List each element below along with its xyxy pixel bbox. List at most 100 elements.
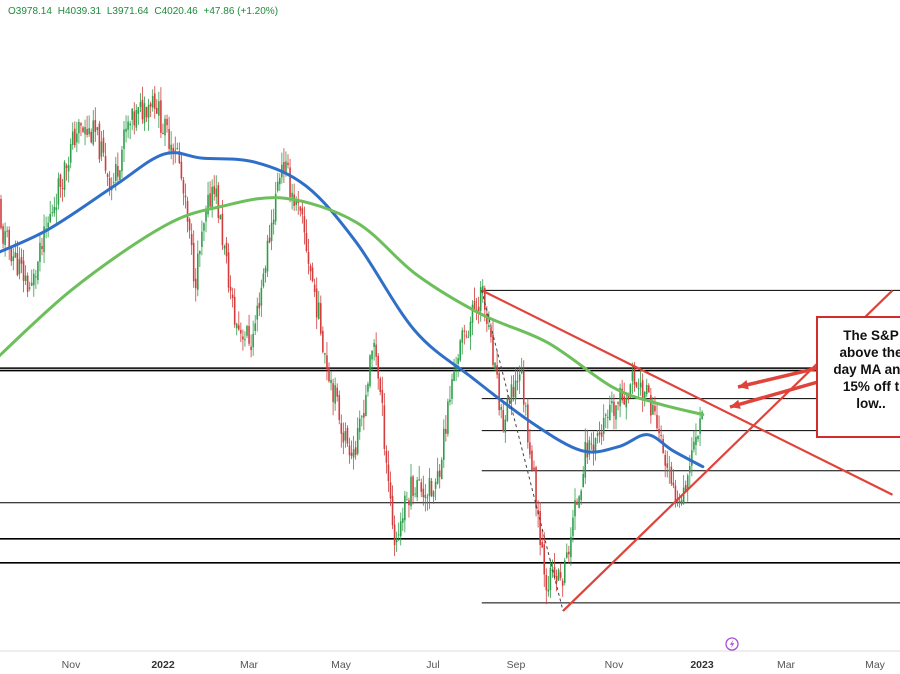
candle	[137, 106, 140, 125]
moving-averages	[0, 151, 705, 469]
candle	[399, 512, 402, 546]
moving-average-line	[0, 151, 705, 469]
candle	[660, 425, 662, 440]
candle	[39, 233, 41, 272]
candle	[522, 360, 525, 413]
low-value: L3971.64	[106, 6, 149, 17]
candle	[20, 248, 23, 274]
candle	[221, 199, 224, 251]
candle	[47, 216, 49, 238]
candle	[63, 160, 66, 198]
candle	[356, 417, 359, 456]
candle	[158, 91, 160, 128]
candle	[664, 450, 666, 478]
candle	[192, 230, 195, 288]
candle	[438, 464, 441, 489]
candle	[55, 193, 58, 223]
candle	[129, 120, 131, 140]
candle	[520, 357, 523, 375]
candle	[279, 173, 281, 191]
candle	[635, 381, 638, 389]
candle	[203, 222, 205, 241]
candle	[684, 480, 687, 492]
candle	[354, 440, 357, 460]
candle	[334, 377, 336, 411]
candle	[611, 391, 613, 413]
candle	[512, 374, 515, 402]
candle	[254, 315, 256, 335]
candle	[350, 440, 353, 460]
candle	[299, 206, 302, 217]
candle	[607, 409, 609, 429]
candle	[549, 559, 552, 598]
candle	[74, 121, 76, 148]
candle	[301, 202, 304, 224]
candle	[18, 247, 21, 280]
candle	[568, 545, 570, 564]
candle	[379, 376, 382, 396]
candle	[127, 115, 129, 139]
candle	[604, 412, 607, 429]
candle	[582, 466, 584, 488]
x-tick-label: Mar	[777, 659, 796, 671]
candle	[391, 485, 394, 530]
candle	[678, 493, 681, 508]
candle	[432, 490, 435, 504]
candle	[461, 327, 464, 355]
candle	[420, 478, 423, 498]
candle	[287, 154, 289, 169]
candle	[541, 529, 543, 549]
candle	[180, 154, 183, 181]
candle	[106, 172, 109, 186]
candle	[201, 220, 203, 256]
annotation-callout: The S&P above the day MA and 15% off t l…	[816, 316, 900, 438]
dashed-swing-line	[481, 290, 564, 612]
candle	[365, 384, 367, 417]
candle	[188, 217, 191, 239]
candle	[28, 281, 31, 292]
candle	[238, 311, 240, 331]
candle	[217, 182, 220, 224]
candle	[289, 158, 291, 203]
candle	[69, 138, 72, 169]
candle	[252, 320, 254, 356]
candle	[332, 378, 334, 416]
high-value: H4039.31	[57, 6, 102, 17]
candle	[658, 415, 660, 443]
moving-average-line	[0, 196, 705, 417]
candle	[82, 125, 84, 133]
candle	[2, 223, 4, 249]
candle	[652, 397, 654, 415]
candle	[57, 172, 60, 210]
candle	[182, 177, 185, 206]
candle	[469, 316, 472, 351]
candle	[22, 249, 25, 293]
candle	[381, 376, 384, 417]
candle	[96, 126, 99, 136]
candle	[324, 352, 326, 364]
candle	[682, 475, 685, 505]
candle	[8, 226, 10, 260]
candles	[0, 86, 703, 605]
candle	[518, 365, 521, 394]
candle	[545, 568, 548, 605]
candle	[572, 509, 574, 543]
candle	[592, 431, 595, 466]
candle	[377, 353, 379, 390]
candle	[467, 330, 470, 339]
candle	[35, 269, 37, 289]
candle	[389, 471, 392, 507]
candle	[33, 268, 35, 297]
candle	[363, 399, 365, 431]
candle	[590, 432, 593, 450]
candle	[529, 428, 531, 459]
candle	[555, 569, 558, 592]
candle	[395, 531, 398, 552]
candle	[457, 353, 459, 378]
candle	[344, 422, 347, 448]
candle	[65, 163, 68, 181]
lightning-icon[interactable]	[725, 637, 739, 651]
x-tick-label: Nov	[62, 659, 81, 671]
candle	[557, 568, 560, 581]
